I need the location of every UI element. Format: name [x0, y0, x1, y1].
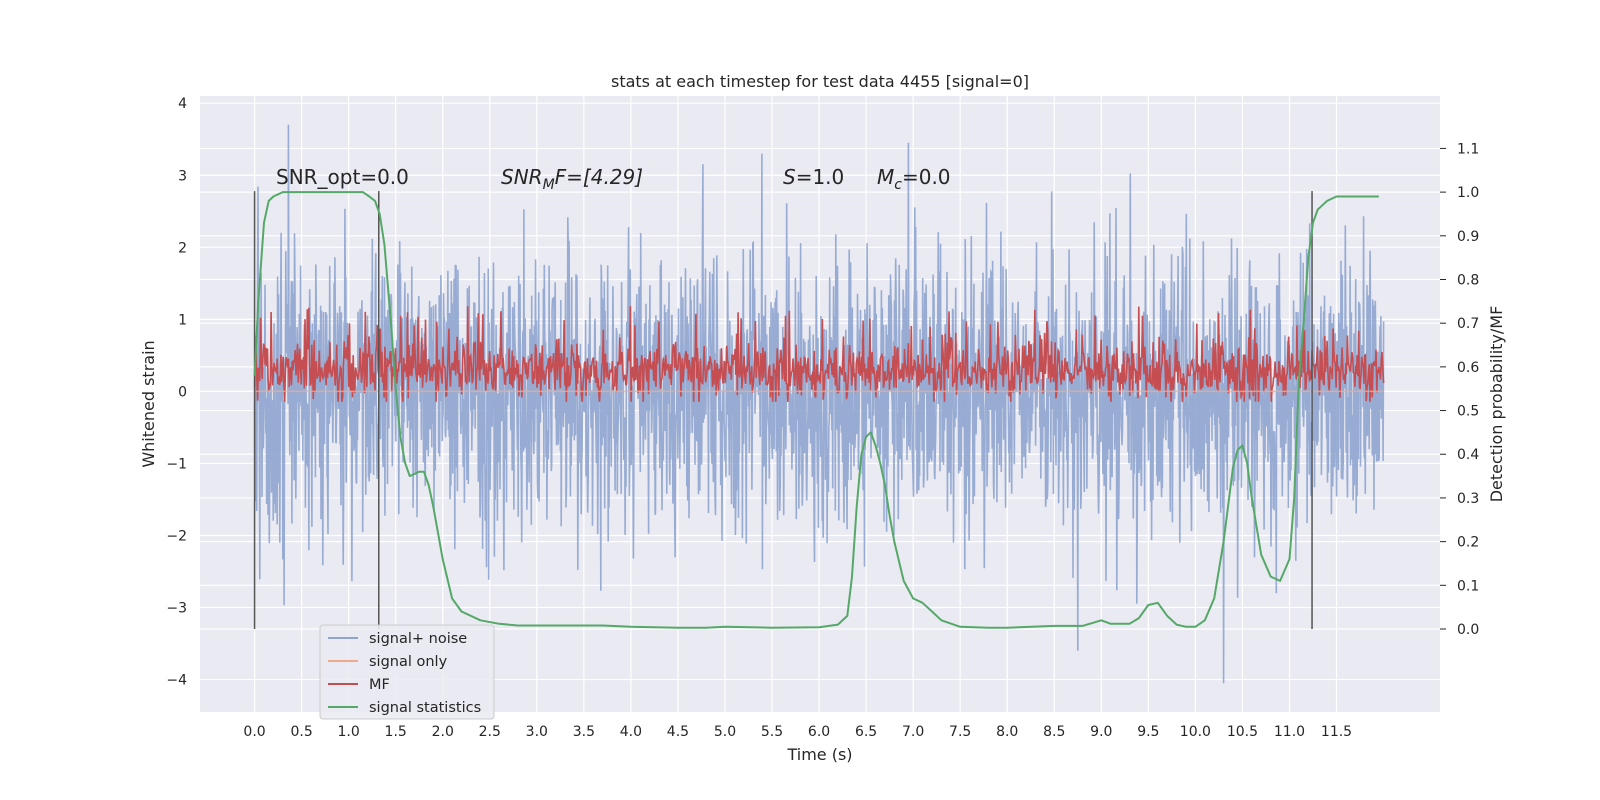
x-tick-label: 10.0 — [1180, 724, 1211, 740]
y-tick-label: −4 — [166, 673, 187, 689]
x-tick-label: 8.0 — [996, 724, 1018, 740]
y2-tick-label: 0.0 — [1457, 622, 1479, 638]
x-tick-label: 11.0 — [1274, 724, 1305, 740]
chart-title: stats at each timestep for test data 445… — [611, 72, 1029, 91]
y-axis-ticks: −4 −3 −2 −1 0 1 2 3 4 — [166, 96, 187, 688]
y-tick-label: 2 — [178, 240, 187, 256]
x-axis-ticks: 0.0 0.5 1.0 1.5 2.0 2.5 3.0 3.5 4.0 4.5 5.0 5.5 6.0 6… — [243, 724, 1352, 740]
y2-tick-label: 0.8 — [1457, 272, 1479, 288]
annotation-mc-sub: c — [894, 177, 902, 193]
y-tick-label: −3 — [166, 601, 187, 617]
legend: signal+ noise signal only MF signal stat… — [319, 624, 495, 720]
annotation-snr-mf-b: F=[4.29] — [555, 165, 643, 189]
vertical-markers — [253, 191, 1313, 629]
mf-line — [253, 306, 1385, 402]
x-axis-label: Time (s) — [786, 745, 852, 764]
annotation-s: S=1.0 — [783, 165, 844, 189]
y2-tick-label: 0.9 — [1457, 229, 1479, 245]
legend-label-signal-statistics: signal statistics — [369, 700, 481, 716]
y-tick-label: 3 — [178, 168, 187, 184]
x-tick-label: 0.0 — [243, 724, 265, 740]
y-axis-label: Whitened strain — [139, 340, 158, 467]
y2-tick-label: 0.5 — [1457, 404, 1479, 420]
annotation-mc-val: =0.0 — [902, 165, 951, 189]
signal-noise-series — [253, 124, 1385, 684]
x-tick-label: 5.0 — [714, 724, 736, 740]
x-tick-label: 6.5 — [855, 724, 877, 740]
x-tick-label: 9.5 — [1137, 724, 1159, 740]
legend-label-signal-only: signal only — [369, 654, 448, 670]
x-tick-label: 7.0 — [902, 724, 924, 740]
x-tick-label: 5.5 — [761, 724, 783, 740]
annotation-snr-mf-a: SNR — [501, 165, 543, 189]
x-tick-label: 7.5 — [949, 724, 971, 740]
annotation-mc-var: M — [877, 165, 894, 189]
x-tick-label: 10.5 — [1227, 724, 1258, 740]
legend-label-mf: MF — [369, 677, 390, 693]
annotation-snr-mf: SNRMF=[4.29] — [501, 165, 643, 193]
mf-series — [253, 306, 1385, 402]
signal-noise-line — [253, 124, 1385, 684]
signal-statistics-line — [253, 191, 1379, 629]
y2-tick-label: 0.1 — [1457, 578, 1479, 594]
y-tick-label: 0 — [178, 384, 187, 400]
y2-tick-label: 0.7 — [1457, 316, 1479, 332]
annotation-snr-mf-sub: M — [543, 177, 555, 193]
annotation-s-val: =1.0 — [796, 165, 845, 189]
x-tick-label: 3.5 — [573, 724, 595, 740]
y2-axis-label: Detection probability/MF — [1487, 306, 1506, 503]
x-tick-label: 4.5 — [667, 724, 689, 740]
annotation-s-var: S — [783, 165, 796, 189]
y2-tick-label: 0.3 — [1457, 491, 1479, 507]
x-tick-label: 2.0 — [432, 724, 454, 740]
y-tick-label: 1 — [178, 312, 187, 328]
y2-tick-label: 0.4 — [1457, 447, 1479, 463]
y2-tick-label: 1.1 — [1457, 141, 1479, 157]
legend-box — [319, 624, 495, 720]
x-tick-label: 2.5 — [479, 724, 501, 740]
y2-tick-label: 0.2 — [1457, 535, 1479, 551]
y-tick-label: −1 — [166, 456, 187, 472]
x-tick-label: 6.0 — [808, 724, 830, 740]
x-tick-label: 4.0 — [620, 724, 642, 740]
y2-tick-label: 1.0 — [1457, 185, 1479, 201]
y-tick-label: −2 — [166, 528, 187, 544]
x-tick-label: 11.5 — [1321, 724, 1352, 740]
y2-tick-label: 0.6 — [1457, 360, 1479, 376]
y-tick-label: 4 — [178, 96, 187, 112]
x-tick-label: 9.0 — [1090, 724, 1112, 740]
annotation-snr-opt: SNR_opt=0.0 — [276, 165, 409, 189]
legend-label-signal-noise: signal+ noise — [369, 631, 467, 647]
x-tick-label: 8.5 — [1043, 724, 1065, 740]
x-tick-label: 1.0 — [338, 724, 360, 740]
y2-axis-ticks: 0.0 0.1 0.2 0.3 0.4 0.5 0.6 0.7 0.8 0.9 1.0 1.1 — [1440, 141, 1479, 638]
x-tick-label: 1.5 — [385, 724, 407, 740]
signal-statistics-series — [253, 191, 1379, 629]
x-tick-label: 0.5 — [290, 724, 312, 740]
x-tick-label: 3.0 — [526, 724, 548, 740]
annotation-mc: Mc=0.0 — [877, 165, 951, 193]
